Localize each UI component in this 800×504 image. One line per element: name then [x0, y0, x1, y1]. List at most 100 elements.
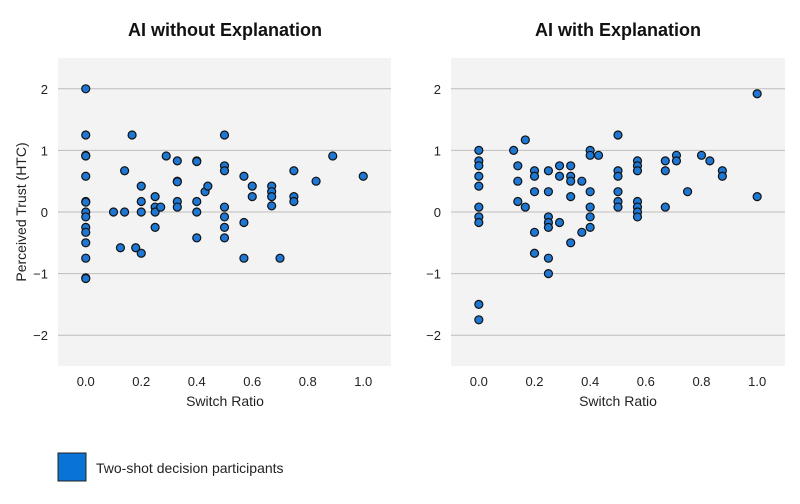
panel-ai-with-explanation: AI with Explanation 0.0 0.2 0.4 0.6 0.8 1.0 −…	[426, 20, 785, 409]
data-point	[474, 161, 484, 171]
data-point	[474, 299, 484, 309]
data-point	[474, 145, 484, 155]
data-point	[585, 187, 595, 197]
data-point	[543, 222, 554, 232]
data-point	[696, 150, 707, 160]
data-point	[513, 176, 523, 186]
data-point	[239, 253, 249, 263]
x-tick-label: 0.6	[637, 374, 655, 389]
data-point	[172, 156, 182, 166]
data-point	[520, 202, 530, 212]
data-point	[219, 130, 230, 140]
legend-label: Two-shot decision participants	[96, 460, 284, 476]
panel-ai-without-explanation: AI without Explanation 0.0 0.2 0.4 0.6 0.8 1.…	[13, 20, 391, 409]
y-tick-label: 2	[434, 82, 441, 97]
data-point	[136, 196, 146, 207]
data-point	[543, 187, 554, 197]
y-tick-label: −2	[426, 328, 441, 343]
data-point	[577, 227, 587, 237]
data-point	[108, 207, 119, 217]
y-tick-label: −1	[33, 267, 48, 282]
x-tick-labels-left: 0.0 0.2 0.4 0.6 0.8 1.0	[77, 374, 373, 389]
data-point	[613, 187, 623, 197]
data-point	[150, 222, 160, 232]
data-point	[219, 166, 230, 176]
chart-title-left: AI without Explanation	[128, 20, 322, 40]
y-tick-label: 1	[434, 143, 441, 158]
data-point	[289, 196, 299, 207]
data-points-right	[474, 89, 762, 325]
data-point	[131, 243, 141, 253]
x-tick-labels-right: 0.0 0.2 0.4 0.6 0.8 1.0	[470, 374, 766, 389]
data-point	[566, 176, 576, 186]
data-point	[81, 227, 91, 237]
data-point	[156, 202, 166, 212]
data-point	[585, 212, 595, 222]
x-tick-label: 0.4	[188, 374, 206, 389]
data-point	[289, 166, 299, 176]
data-point	[219, 222, 230, 232]
data-point	[219, 212, 230, 222]
data-point	[752, 192, 762, 202]
data-point	[267, 192, 277, 202]
data-point	[119, 207, 130, 217]
data-point	[613, 171, 623, 181]
data-point	[267, 201, 277, 211]
y-tick-label: 1	[41, 143, 48, 158]
data-point	[219, 202, 230, 212]
data-point	[358, 171, 368, 181]
data-point	[543, 166, 554, 176]
x-tick-label: 0.8	[299, 374, 317, 389]
data-point	[219, 233, 230, 243]
data-point	[632, 212, 643, 222]
x-tick-label: 0.4	[581, 374, 599, 389]
data-point	[671, 156, 682, 166]
data-point	[275, 253, 285, 263]
data-point	[613, 130, 623, 140]
data-point	[150, 192, 160, 202]
data-point	[705, 156, 715, 166]
data-point	[613, 202, 623, 212]
data-point	[566, 161, 576, 171]
x-tick-label: 0.2	[525, 374, 543, 389]
data-point	[136, 207, 146, 217]
data-point	[554, 171, 565, 181]
x-tick-label: 1.0	[354, 374, 372, 389]
x-axis-label-left: Switch Ratio	[186, 393, 264, 409]
chart-title-right: AI with Explanation	[535, 20, 701, 40]
data-point	[150, 207, 160, 217]
data-point	[660, 166, 670, 176]
data-point	[509, 145, 519, 155]
data-point	[529, 171, 540, 181]
data-point	[660, 202, 670, 212]
y-tick-labels-right: −2 −1 0 1 2	[426, 82, 441, 343]
data-point	[127, 130, 137, 140]
data-point	[529, 227, 540, 237]
data-point	[247, 192, 257, 202]
data-point	[239, 217, 249, 228]
data-point	[311, 176, 321, 186]
data-point	[172, 177, 182, 187]
data-point	[81, 84, 91, 94]
y-tick-label: 0	[434, 205, 441, 220]
data-point	[136, 181, 146, 191]
data-point	[566, 238, 576, 248]
y-tick-label: −2	[33, 328, 48, 343]
data-point	[474, 217, 484, 228]
data-point	[585, 202, 595, 212]
data-point	[136, 248, 146, 258]
data-point	[81, 151, 91, 161]
data-point	[566, 192, 576, 202]
data-point	[717, 171, 727, 181]
data-point	[474, 181, 484, 191]
data-point	[543, 269, 554, 279]
data-point	[593, 150, 604, 160]
data-point	[474, 171, 484, 181]
data-point	[81, 238, 91, 248]
data-point	[247, 181, 257, 191]
data-point	[520, 135, 530, 145]
x-tick-label: 0.8	[692, 374, 710, 389]
data-point	[239, 171, 249, 181]
